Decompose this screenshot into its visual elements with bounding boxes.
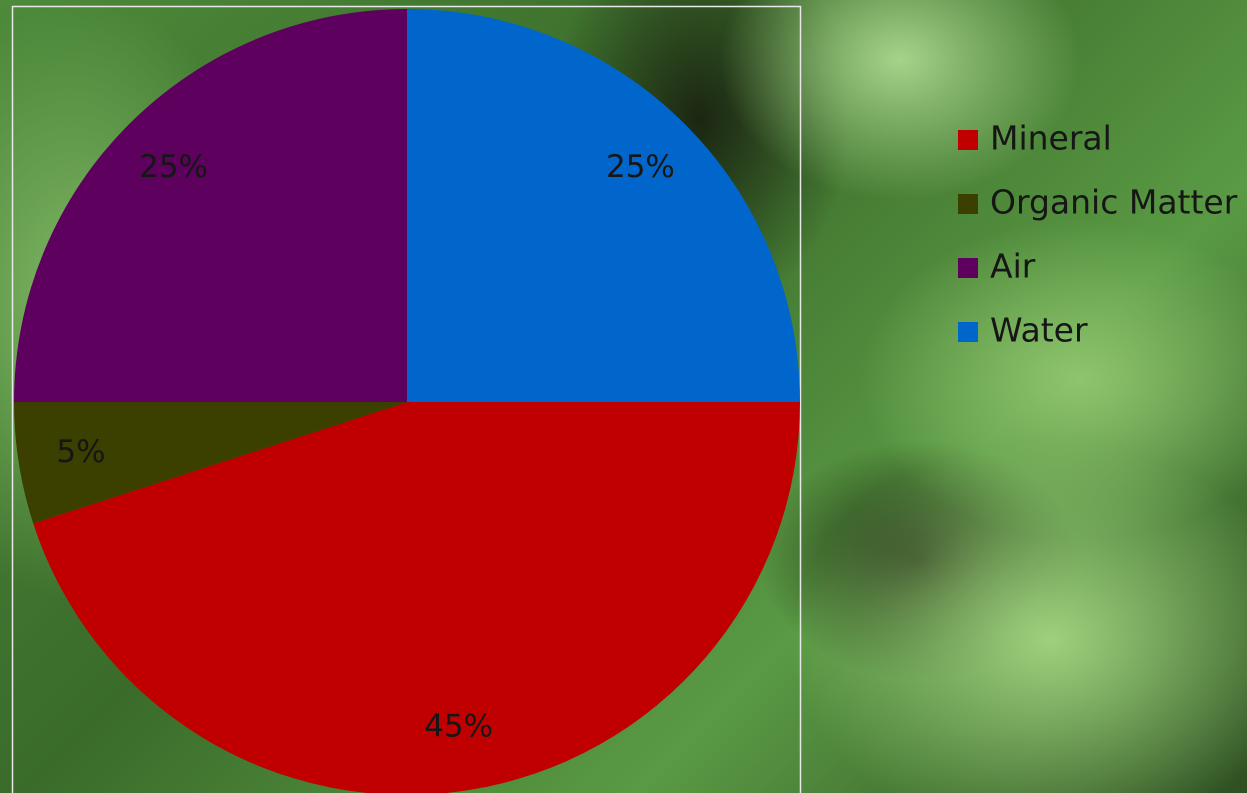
pie-slice (33, 402, 800, 793)
value-label: 5% (56, 434, 105, 470)
legend-label: Organic Matter (990, 183, 1238, 222)
legend-swatch (958, 258, 978, 278)
legend-swatch (958, 322, 978, 342)
plot-frame (11, 5, 802, 793)
value-label: 25% (139, 149, 208, 185)
legend-swatch (958, 194, 978, 214)
value-label: 25% (606, 149, 675, 185)
legend-label: Water (990, 311, 1088, 350)
pie-slice (14, 402, 407, 524)
value-label: 45% (424, 709, 493, 745)
legend-swatch (958, 130, 978, 150)
pie-slice (14, 9, 407, 402)
legend-label: Mineral (990, 119, 1112, 158)
pie-slice (407, 9, 800, 402)
legend-label: Air (990, 247, 1036, 286)
